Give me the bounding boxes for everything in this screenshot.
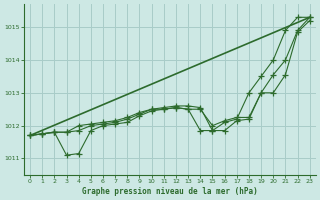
X-axis label: Graphe pression niveau de la mer (hPa): Graphe pression niveau de la mer (hPa) — [82, 187, 258, 196]
